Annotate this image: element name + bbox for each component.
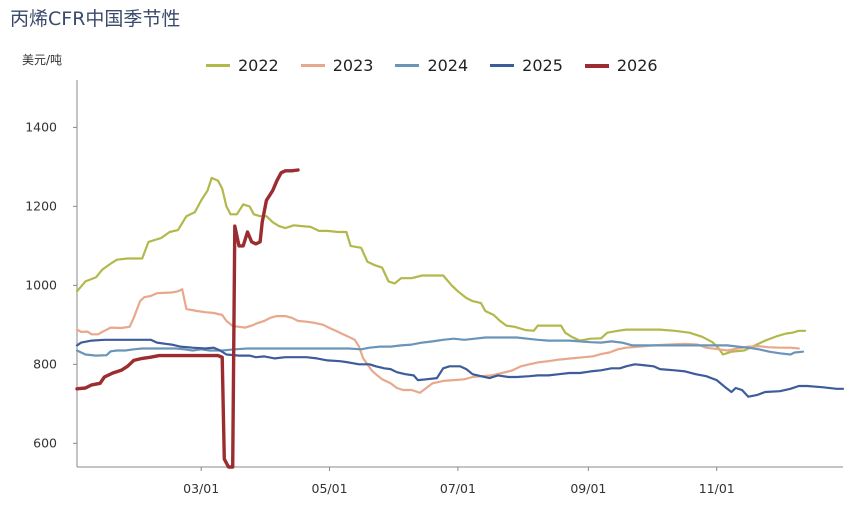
legend-label: 2024 [427, 56, 469, 75]
x-tick-label: 09/01 [570, 481, 606, 496]
y-tick-label: 1400 [25, 119, 57, 134]
legend-label: 2022 [238, 56, 279, 75]
chart-title: 丙烯CFR中国季节性 [10, 8, 181, 30]
legend-item-2024: 2024 [395, 56, 468, 75]
series-line-2026 [75, 168, 300, 469]
legend-swatch [206, 64, 230, 67]
legend-label: 2026 [616, 56, 658, 75]
y-tick-label: 1000 [25, 277, 57, 292]
legend-label: 2025 [522, 56, 563, 75]
series-line-2025 [75, 338, 845, 398]
y-tick-label: 800 [33, 356, 57, 371]
legend-item-2025: 2025 [490, 56, 563, 75]
x-tick-label: 11/01 [699, 481, 735, 496]
y-tick-label: 600 [33, 435, 57, 450]
series-line-2022 [75, 176, 807, 356]
legend-swatch [395, 64, 420, 67]
legend-swatch [584, 63, 609, 68]
legend-item-2023: 2023 [300, 56, 374, 75]
legend-item-2026: 2026 [584, 56, 658, 75]
y-tick-label: 1200 [25, 198, 57, 213]
y-axis-unit: 美元/吨 [22, 53, 63, 67]
x-tick-label: 03/01 [183, 481, 219, 496]
legend-swatch [490, 64, 515, 67]
series-line-2024 [75, 336, 805, 357]
legend-label: 2023 [332, 56, 374, 75]
legend-swatch [300, 64, 325, 67]
x-tick-label: 05/01 [312, 481, 348, 496]
legend-item-2022: 2022 [206, 56, 279, 75]
x-tick-label: 07/01 [440, 481, 476, 496]
legend: 2022 2023 2024 2025 2026 [206, 56, 680, 75]
